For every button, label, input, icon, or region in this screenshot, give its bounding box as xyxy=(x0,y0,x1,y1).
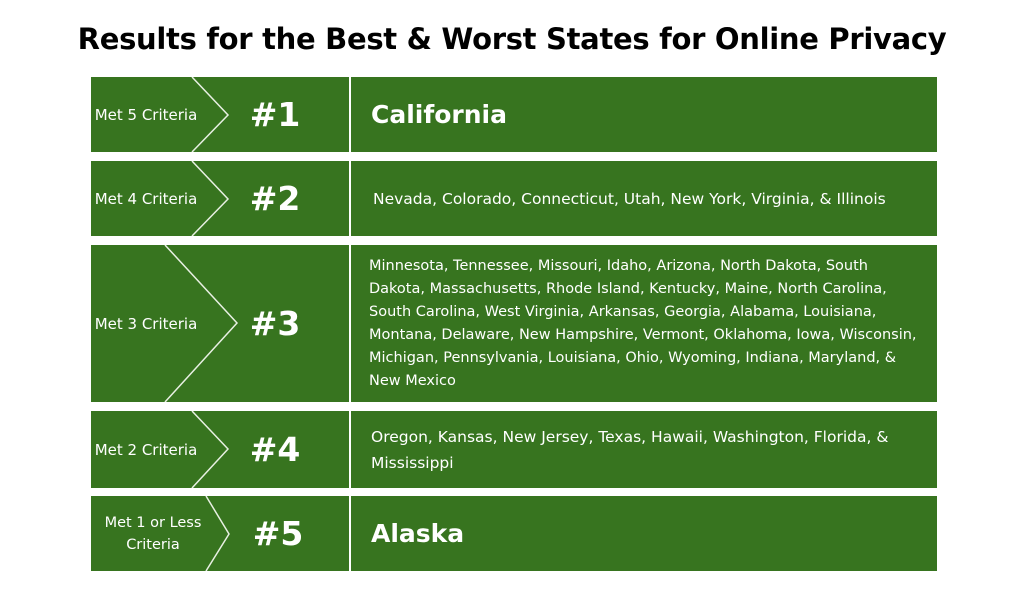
result-row-2: Met 4 Criteria #2 Nevada, Colorado, Conn… xyxy=(91,161,937,236)
chevron-divider xyxy=(191,77,230,152)
states-list: Oregon, Kansas, New Jersey, Texas, Hawai… xyxy=(351,411,937,488)
result-row-5: Met 1 or Less Criteria #5 Alaska xyxy=(91,496,937,571)
states-list: Nevada, Colorado, Connecticut, Utah, New… xyxy=(351,161,937,236)
rank-block: Met 2 Criteria #4 xyxy=(91,411,349,488)
criteria-label: Met 5 Criteria xyxy=(94,105,198,124)
rank-block: Met 1 or Less Criteria #5 xyxy=(91,496,349,571)
states-list: Alaska xyxy=(351,496,937,571)
chevron-divider xyxy=(191,161,230,236)
criteria-label: Met 4 Criteria xyxy=(94,189,198,208)
rank-label: #3 xyxy=(249,304,301,343)
rank-block: Met 4 Criteria #2 xyxy=(91,161,349,236)
chevron-divider xyxy=(191,411,230,488)
result-row-3: Met 3 Criteria #3 Minnesota, Tennessee, … xyxy=(91,245,937,402)
result-row-1: Met 5 Criteria #1 California xyxy=(91,77,937,152)
rank-label: #4 xyxy=(249,430,301,469)
rank-block: Met 5 Criteria #1 xyxy=(91,77,349,152)
rank-label: #1 xyxy=(249,95,301,134)
result-row-4: Met 2 Criteria #4 Oregon, Kansas, New Je… xyxy=(91,411,937,488)
states-list: California xyxy=(351,77,937,152)
rank-label: #2 xyxy=(249,179,301,218)
chevron-divider xyxy=(164,245,239,402)
rank-label: #5 xyxy=(252,514,304,553)
criteria-label: Met 2 Criteria xyxy=(94,440,198,459)
rank-block: Met 3 Criteria #3 xyxy=(91,245,349,402)
states-list: Minnesota, Tennessee, Missouri, Idaho, A… xyxy=(351,245,937,402)
criteria-label: Met 1 or Less Criteria xyxy=(104,514,202,553)
criteria-label: Met 3 Criteria xyxy=(94,314,198,333)
chevron-divider xyxy=(205,496,230,571)
page-title: Results for the Best & Worst States for … xyxy=(77,22,947,56)
